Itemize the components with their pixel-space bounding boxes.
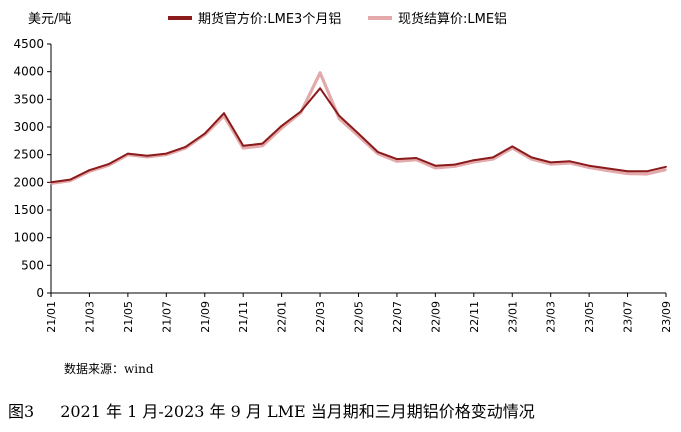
x-tick-label: 23/05: [583, 301, 596, 333]
y-tick-label: 2500: [13, 148, 44, 162]
y-tick-label: 3500: [13, 92, 44, 106]
y-tick-label: 4500: [13, 37, 44, 51]
data-point-futures: [569, 160, 571, 163]
data-point-futures: [127, 152, 129, 155]
data-point-futures: [146, 154, 149, 157]
data-point-futures: [242, 144, 245, 147]
series-line-spot: [50, 71, 667, 185]
data-point-spot: [665, 168, 667, 171]
x-tick-label: 22/07: [391, 301, 404, 333]
figure-number: 图3: [8, 402, 35, 421]
data-point-spot: [434, 167, 437, 169]
data-point-spot: [472, 161, 475, 163]
data-point-spot: [396, 160, 398, 163]
data-point-futures: [357, 132, 360, 135]
data-point-spot: [376, 152, 379, 155]
x-tick-label: 22/01: [276, 301, 289, 333]
x-tick-label: 22/05: [353, 301, 366, 333]
data-source-note: 数据来源：wind: [64, 362, 154, 376]
data-point-futures: [588, 164, 590, 167]
legend-label-futures: 期货官方价:LME3个月铝: [198, 12, 342, 27]
data-point-futures: [549, 161, 552, 164]
data-point-spot: [338, 117, 341, 120]
y-tick-label: 1500: [13, 203, 44, 217]
data-point-futures: [434, 164, 437, 167]
legend-swatch-spot: [368, 15, 392, 20]
y-tick-label: 4000: [13, 65, 44, 79]
data-point-futures: [492, 156, 494, 159]
data-point-futures: [299, 110, 302, 113]
data-point-futures: [645, 170, 648, 173]
x-tick-label: 21/07: [160, 301, 173, 333]
data-point-futures: [50, 181, 52, 184]
legend-swatch-futures: [168, 15, 192, 20]
data-point-spot: [492, 158, 494, 161]
legend-item-spot: 现货结算价:LME铝: [368, 8, 507, 27]
legend-label-spot: 现货结算价:LME铝: [398, 12, 508, 27]
line-chart: 0 500 1000 1500 2000 2500 3000 3500 4000 4500 21/0…: [13, 37, 673, 333]
x-tick-label: 21/03: [83, 301, 96, 333]
data-point-spot: [261, 144, 264, 147]
x-tick-label: 22/09: [429, 301, 442, 333]
data-point-spot: [530, 158, 533, 161]
x-tick-label: 23/01: [506, 301, 519, 333]
x-tick-label: 21/09: [199, 301, 212, 333]
data-point-futures: [665, 165, 667, 168]
y-tick-label: 500: [21, 258, 44, 272]
data-point-futures: [453, 163, 456, 166]
data-point-spot: [626, 172, 629, 175]
data-point-futures: [607, 167, 610, 170]
data-point-spot: [453, 165, 456, 168]
data-point-spot: [588, 166, 590, 169]
x-tick-label: 21/05: [122, 301, 135, 333]
figure-title: 2021 年 1 月-2023 年 9 月 LME 当月期和三月期铝价格变动情况: [60, 402, 535, 421]
x-tick-label: 22/11: [468, 301, 481, 333]
data-point-spot: [607, 169, 610, 172]
data-point-spot: [357, 135, 360, 137]
data-point-futures: [530, 156, 533, 159]
y-axis-unit-label: 美元/吨: [28, 12, 72, 27]
data-point-futures: [415, 157, 418, 159]
x-tick-label: 21/11: [237, 301, 250, 333]
data-point-futures: [319, 87, 321, 90]
data-point-futures: [88, 169, 91, 172]
data-point-spot: [242, 147, 245, 149]
data-point-spot: [569, 162, 571, 164]
data-point-spot: [319, 71, 321, 74]
data-point-futures: [511, 145, 514, 148]
data-point-futures: [472, 159, 475, 162]
y-tick-label: 0: [36, 286, 44, 300]
x-tick-label: 21/01: [45, 301, 58, 333]
data-point-futures: [184, 146, 187, 148]
figure-caption: 图3 2021 年 1 月-2023 年 9 月 LME 当月期和三月期铝价格变动…: [8, 398, 535, 422]
data-point-futures: [203, 132, 206, 135]
data-point-futures: [261, 142, 264, 145]
data-point-spot: [645, 173, 648, 175]
data-point-futures: [165, 152, 168, 155]
data-point-spot: [549, 163, 552, 166]
data-point-futures: [223, 112, 225, 115]
y-tick-label: 2000: [13, 175, 44, 189]
x-tick-label: 23/09: [660, 301, 673, 333]
data-point-futures: [376, 151, 379, 153]
legend-item-futures: 期货官方价:LME3个月铝: [168, 8, 341, 27]
x-tick-label: 23/07: [622, 301, 635, 333]
x-tick-label: 22/03: [314, 301, 327, 333]
data-point-futures: [107, 163, 110, 166]
y-tick-label: 3000: [13, 120, 44, 134]
x-tick-label: 23/03: [545, 301, 558, 333]
data-point-futures: [626, 170, 629, 173]
data-point-futures: [69, 178, 72, 181]
data-point-futures: [338, 115, 341, 117]
data-point-futures: [280, 125, 283, 127]
data-point-futures: [396, 158, 398, 161]
y-tick-label: 1000: [13, 231, 44, 245]
